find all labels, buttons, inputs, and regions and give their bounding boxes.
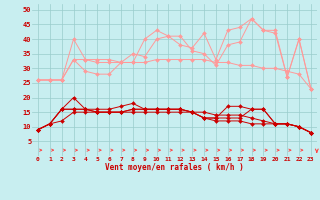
X-axis label: Vent moyen/en rafales ( km/h ): Vent moyen/en rafales ( km/h ) xyxy=(105,163,244,172)
